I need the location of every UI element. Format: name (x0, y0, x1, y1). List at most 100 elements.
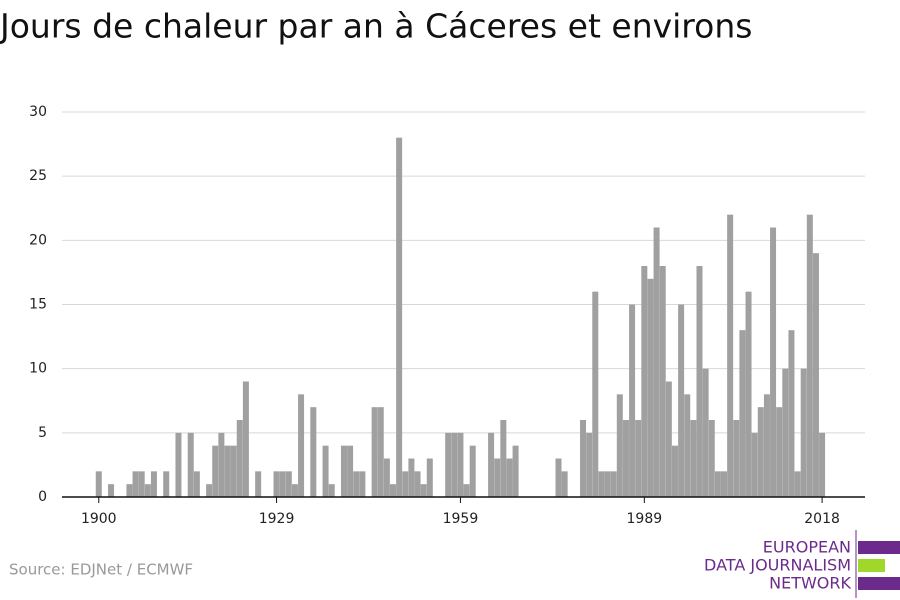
source: Source: EDJNet / ECMWF (9, 561, 193, 579)
bar (408, 458, 415, 497)
bar (506, 458, 513, 497)
logo-text: NETWORK (769, 574, 851, 593)
bar (138, 471, 145, 497)
bar (782, 368, 789, 497)
logo-text: EUROPEAN (763, 538, 851, 557)
bar (671, 445, 678, 497)
x-tick-label: 1929 (259, 511, 295, 527)
bar (629, 304, 636, 497)
bar (592, 291, 599, 497)
x-tick-label: 1989 (627, 511, 663, 527)
bar (586, 432, 593, 497)
bar (665, 381, 672, 497)
bar (702, 368, 709, 497)
bar (555, 458, 562, 497)
y-tick-label: 10 (29, 361, 47, 377)
bar (95, 471, 102, 497)
bar (414, 471, 421, 497)
bar (788, 330, 795, 497)
bar (806, 214, 813, 497)
bar (322, 445, 329, 497)
bar (144, 484, 151, 497)
bar (445, 432, 452, 497)
bar (690, 420, 697, 497)
logo-bar (858, 559, 885, 572)
bar (279, 471, 286, 497)
bar (776, 407, 783, 497)
bar (463, 484, 470, 497)
y-tick-label: 25 (29, 168, 47, 184)
bar (132, 471, 139, 497)
bar (218, 432, 225, 497)
bar (714, 471, 721, 497)
bar (757, 407, 764, 497)
bar (340, 445, 347, 497)
bar (451, 432, 458, 497)
bar (310, 407, 317, 497)
bar (641, 266, 648, 497)
bar (678, 304, 685, 497)
bar (163, 471, 170, 497)
logo-bar (858, 541, 900, 554)
bar (402, 471, 409, 497)
x-tick-label: 2018 (804, 511, 840, 527)
bar (396, 137, 403, 497)
bar (739, 330, 746, 497)
chart-title: Jours de chaleur par an à Cáceres et env… (0, 7, 752, 46)
y-tick-label: 30 (29, 104, 47, 120)
y-tick-label: 5 (38, 425, 47, 441)
x-tick-label: 1900 (81, 511, 117, 527)
bar (751, 432, 758, 497)
bar (469, 445, 476, 497)
bar (721, 471, 728, 497)
bar (242, 381, 249, 497)
bar (273, 471, 280, 497)
bar (819, 432, 826, 497)
bar (150, 471, 157, 497)
bar (708, 420, 715, 497)
bar (285, 471, 292, 497)
bar (598, 471, 605, 497)
bar (635, 420, 642, 497)
bar (377, 407, 384, 497)
bar (371, 407, 378, 497)
bar (610, 471, 617, 497)
y-tick-label: 15 (29, 297, 47, 313)
bar (383, 458, 390, 497)
bar (800, 368, 807, 497)
bar (616, 394, 623, 497)
bar (727, 214, 734, 497)
bar (255, 471, 262, 497)
bar (298, 394, 305, 497)
bar (684, 394, 691, 497)
bar (359, 471, 366, 497)
logo-bar (858, 577, 900, 590)
bar (604, 471, 611, 497)
y-tick-label: 0 (38, 489, 47, 505)
bar (224, 445, 231, 497)
bar (457, 432, 464, 497)
bar (696, 266, 703, 497)
bar (187, 432, 194, 497)
bar (420, 484, 427, 497)
bar (175, 432, 182, 497)
bar (745, 291, 752, 497)
bar (659, 266, 666, 497)
bar (622, 420, 629, 497)
bar (206, 484, 213, 497)
bar (733, 420, 740, 497)
bar (291, 484, 298, 497)
bar (108, 484, 115, 497)
bar (763, 394, 770, 497)
bar (230, 445, 237, 497)
x-tick-label: 1959 (443, 511, 479, 527)
bar (390, 484, 397, 497)
bar (770, 227, 777, 497)
bar (347, 445, 354, 497)
logo-text: DATA JOURNALISM (704, 556, 851, 575)
y-tick-label: 20 (29, 232, 47, 248)
bar (794, 471, 801, 497)
bar (512, 445, 519, 497)
bar (647, 278, 654, 497)
